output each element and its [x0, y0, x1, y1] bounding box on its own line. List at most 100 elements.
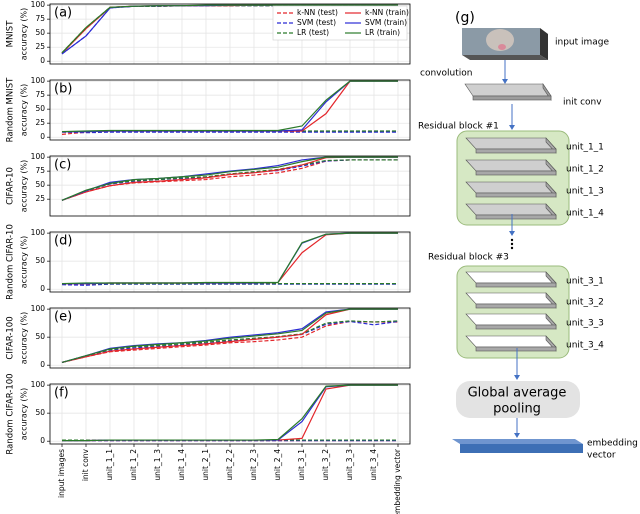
x-tick-label: input images [57, 449, 66, 498]
legend-label: LR (train) [365, 28, 400, 37]
y-tick-label: 0 [40, 436, 45, 445]
y-tick-label: 75 [35, 14, 45, 23]
y-tick-label: 100 [31, 152, 46, 161]
legend-label: k-NN (test) [297, 8, 338, 17]
block-title: Residual block #3 [428, 253, 509, 263]
panel-label: (e) [54, 310, 72, 325]
pooling-box [456, 381, 580, 418]
y-tick-label: 25 [35, 118, 45, 127]
y-tick-label: 100 [31, 228, 46, 237]
y-axis-label: accuracy (%) [20, 84, 29, 136]
unit-label: unit_1_3 [566, 187, 604, 197]
series-line [61, 232, 398, 285]
image-detail [498, 44, 506, 50]
plot-frame [49, 3, 411, 65]
pool-label: Global average [468, 386, 567, 401]
panel-label: (a) [54, 6, 72, 21]
slab-top [465, 271, 557, 284]
series-line [62, 384, 398, 442]
y-axis-label: accuracy (%) [20, 160, 29, 212]
y-tick-label: 0 [40, 360, 45, 369]
slab-front [475, 346, 557, 352]
y-tick-label: 50 [35, 104, 45, 113]
block-title: Residual block #1 [418, 122, 499, 132]
y-tick-label: 75 [35, 166, 45, 175]
x-tick-label: unit_3_1 [297, 449, 306, 481]
ellipsis-dot [510, 242, 514, 246]
x-tick-label: unit_3_4 [369, 449, 378, 481]
slab-front [472, 95, 552, 101]
dataset-label: Random CIFAR-10 [6, 224, 16, 300]
panel-label: (g) [455, 10, 475, 26]
series-line [61, 131, 398, 134]
x-tick-label: embedding vector [393, 448, 402, 514]
x-tick-label: unit_3_2 [321, 449, 330, 481]
ellipsis-dot [510, 238, 514, 242]
legend-box [272, 5, 408, 41]
ellipsis-dot [510, 246, 514, 250]
node-label: embedding [587, 439, 638, 449]
y-tick-label: 50 [35, 256, 45, 265]
slab-front [475, 303, 557, 309]
dataset-label: Random CIFAR-100 [6, 373, 16, 454]
y-tick-label: 0 [40, 284, 45, 293]
slab-front [475, 214, 557, 220]
x-tick-label: unit_1_4 [177, 449, 186, 481]
image-side [540, 28, 548, 60]
arrow-head [509, 125, 515, 130]
panel-label: (d) [54, 234, 72, 249]
series-line [61, 4, 398, 54]
x-tick-label: unit_1_3 [153, 449, 162, 481]
x-tick-label: unit_1_2 [129, 449, 138, 481]
arrow-head [514, 433, 520, 438]
embedding-top [452, 439, 583, 444]
series-line [61, 156, 398, 201]
x-tick-label: init conv [81, 448, 90, 481]
plot-frame [49, 79, 411, 141]
slab-top [465, 203, 557, 216]
unit-label: unit_3_2 [566, 298, 604, 308]
y-tick-label: 75 [35, 90, 45, 99]
edge-label: convolution [420, 69, 472, 79]
slab-top [465, 335, 557, 348]
unit-label: unit_1_1 [566, 143, 604, 153]
node-label: vector [587, 451, 616, 461]
slab-front [475, 192, 557, 198]
legend-label: k-NN (train) [365, 8, 409, 17]
dataset-label: Random MNIST [6, 77, 16, 142]
slab-top [465, 292, 557, 305]
x-tick-label: unit_2_1 [201, 449, 210, 481]
residual-block [456, 130, 570, 226]
dataset-label: MNIST [6, 20, 16, 48]
slab-top [465, 181, 557, 194]
slab-front [475, 148, 557, 154]
plot-frame [49, 231, 411, 293]
y-tick-label: 100 [31, 76, 46, 85]
arrow-head [502, 79, 508, 84]
slab-top [464, 83, 552, 97]
panel-label: (c) [54, 158, 71, 173]
x-tick-label: unit_1_1 [105, 449, 114, 481]
unit-label: unit_3_4 [566, 341, 604, 351]
unit-label: unit_1_2 [566, 165, 604, 175]
y-axis-label: accuracy (%) [20, 8, 29, 60]
y-tick-label: 50 [35, 408, 45, 417]
slab-front [475, 324, 557, 330]
y-tick-label: 50 [35, 180, 45, 189]
legend-label: SVM (test) [297, 18, 336, 27]
plot-frame [49, 155, 411, 217]
y-axis-label: accuracy (%) [20, 236, 29, 288]
node-label: input image [555, 38, 610, 48]
unit-label: unit_3_3 [566, 319, 604, 329]
dataset-label: CIFAR-100 [6, 316, 16, 359]
image-detail [486, 29, 514, 51]
node-label: init conv [563, 98, 602, 108]
y-tick-label: 0 [40, 132, 45, 141]
series-line [61, 308, 398, 363]
unit-label: unit_3_1 [566, 277, 604, 287]
unit-label: unit_1_4 [566, 209, 604, 219]
embedding-vector [460, 444, 583, 453]
series-line [61, 80, 398, 133]
legend-label: SVM (train) [365, 18, 407, 27]
